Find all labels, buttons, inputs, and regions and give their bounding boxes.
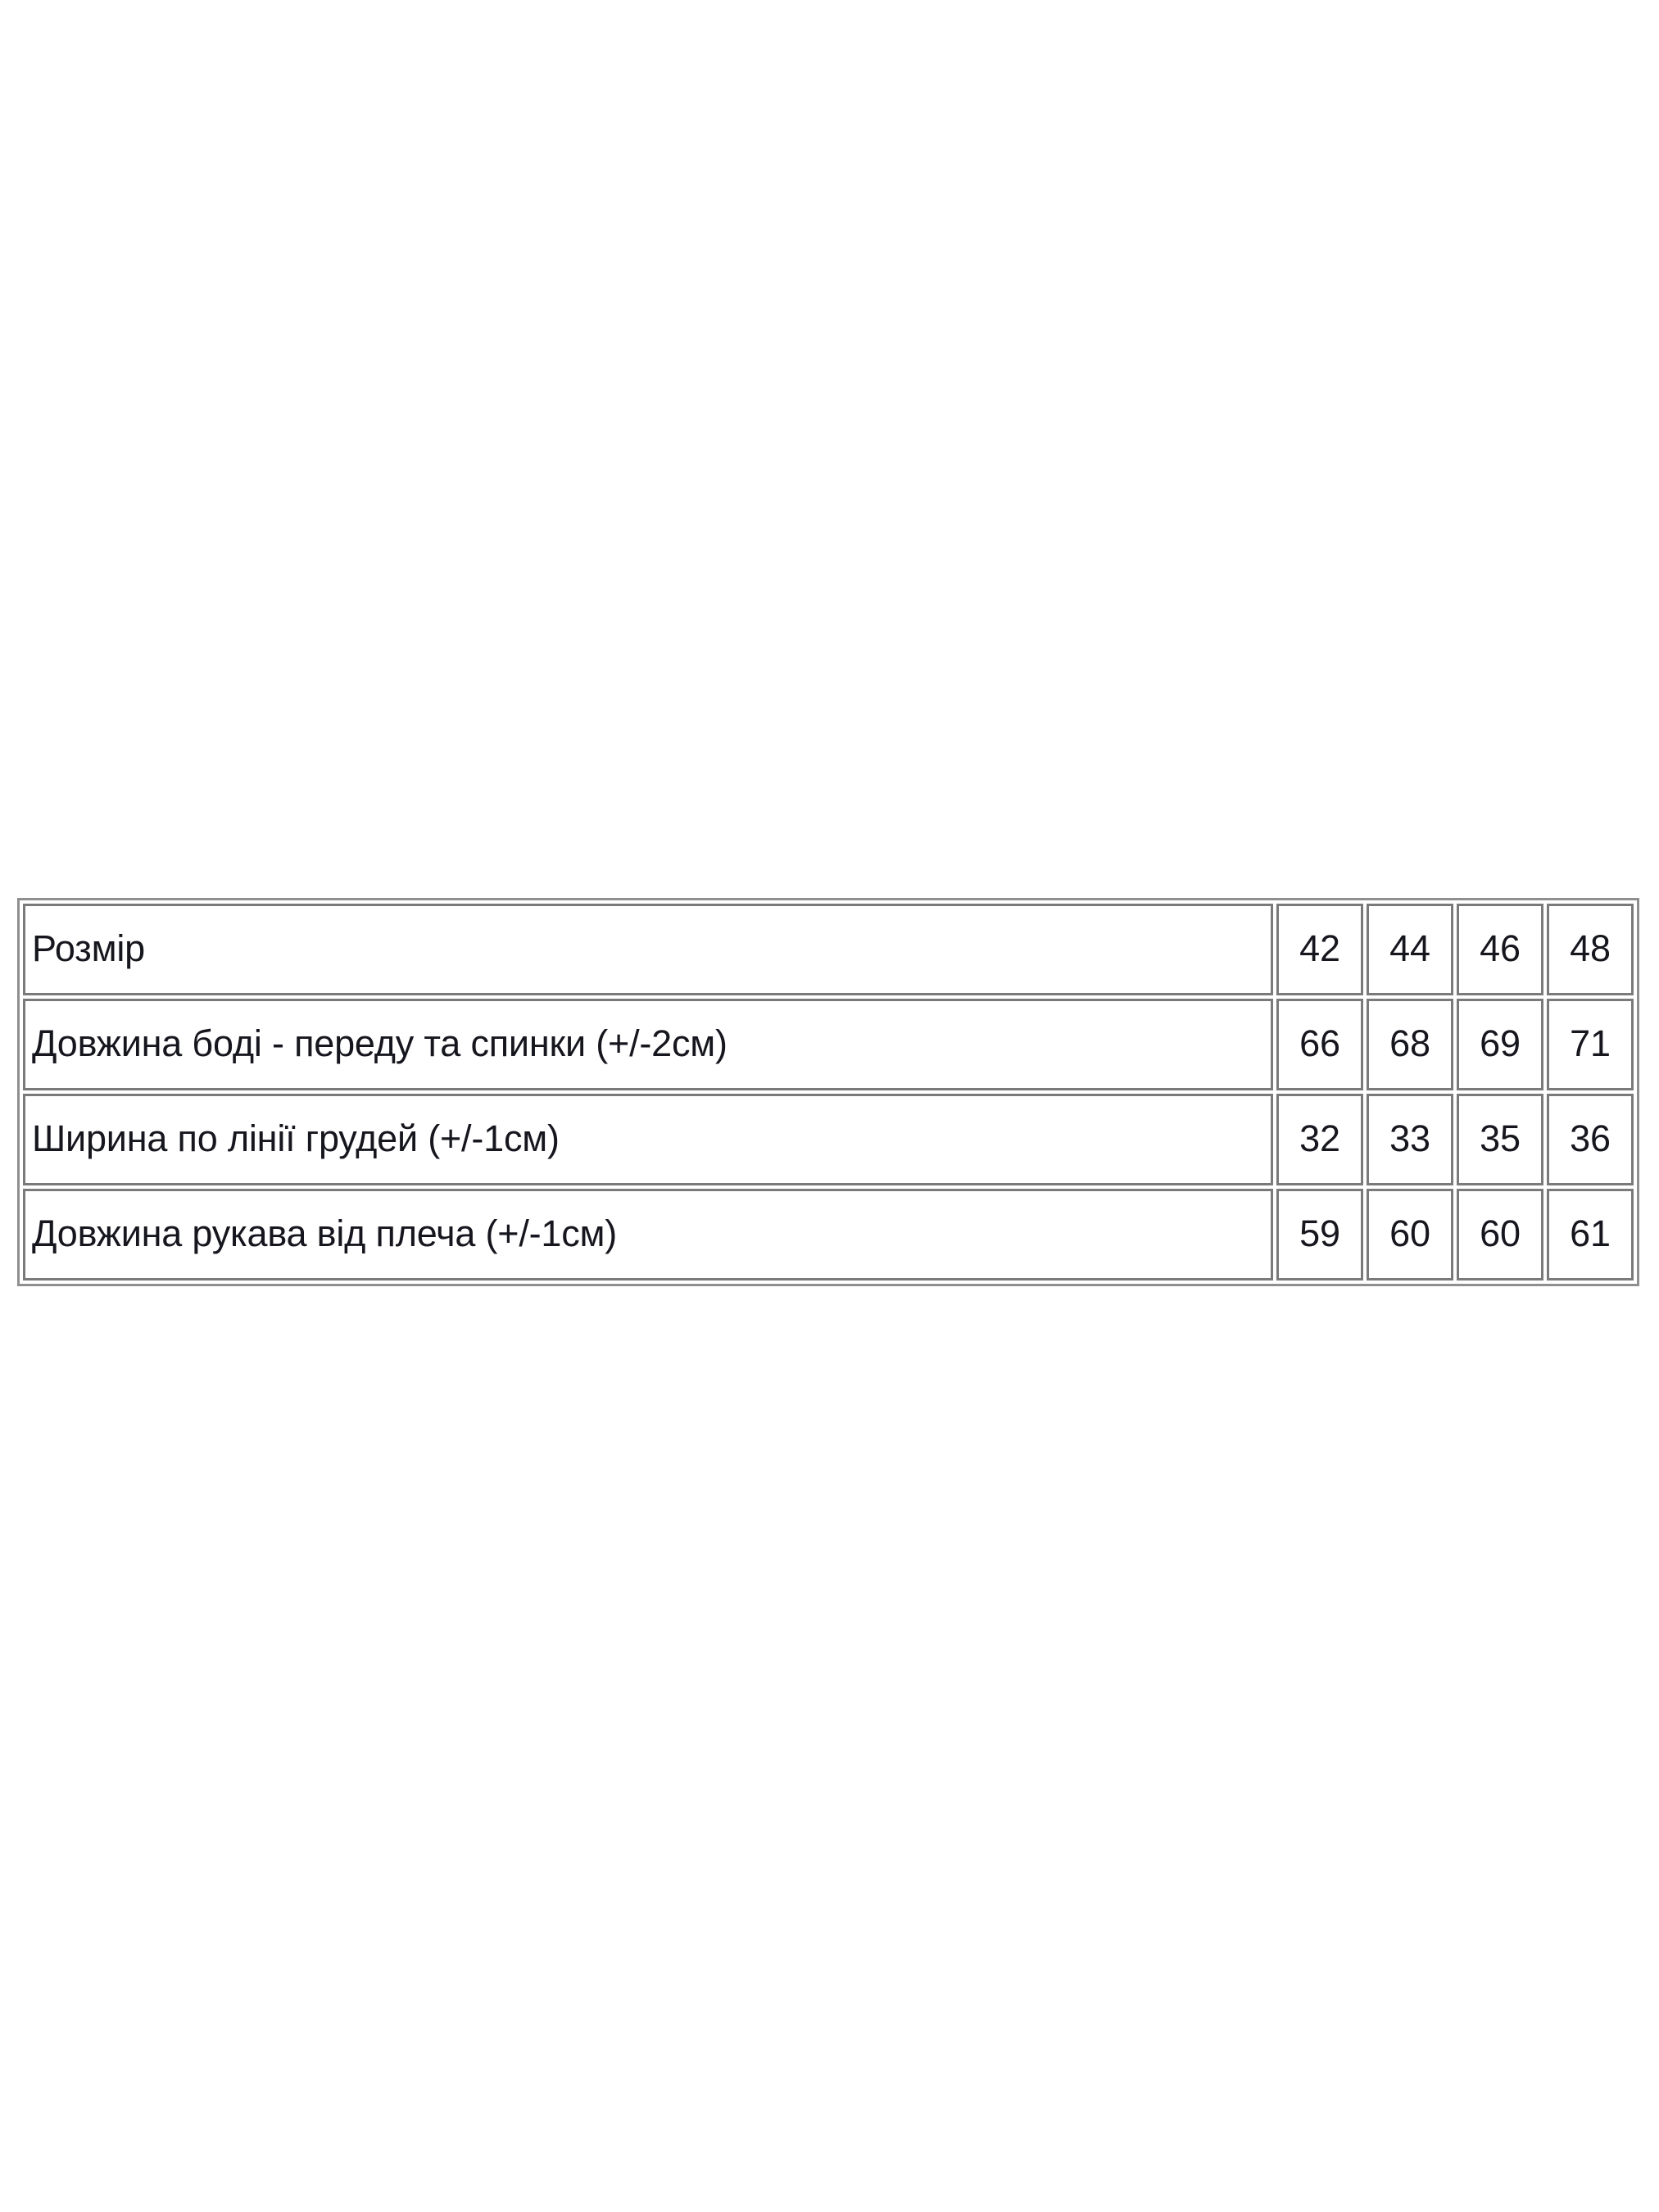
size-chart-table: Розмір 42 44 46 48 Довжина боді - переду… [17, 898, 1639, 1286]
measurement-value-body-length-46: 69 [1457, 999, 1543, 1090]
measurement-value-chest-width-44: 33 [1367, 1094, 1453, 1185]
measurement-value-sleeve-length-42: 59 [1276, 1189, 1363, 1281]
size-chart-container: Розмір 42 44 46 48 Довжина боді - переду… [17, 898, 1639, 1286]
measurement-value-chest-width-48: 36 [1547, 1094, 1634, 1185]
measurement-value-chest-width-42: 32 [1276, 1094, 1363, 1185]
measurement-value-body-length-44: 68 [1367, 999, 1453, 1090]
measurement-value-sleeve-length-44: 60 [1367, 1189, 1453, 1281]
size-chart-label-header: Розмір [23, 904, 1273, 995]
measurement-value-sleeve-length-48: 61 [1547, 1189, 1634, 1281]
measurement-value-chest-width-46: 35 [1457, 1094, 1543, 1185]
size-header-48: 48 [1547, 904, 1634, 995]
measurement-label-body-length: Довжина боді - переду та спинки (+/-2см) [23, 999, 1273, 1090]
table-row: Довжина рукава від плеча (+/-1см) 59 60 … [23, 1189, 1634, 1281]
table-row: Ширина по лінії грудей (+/-1см) 32 33 35… [23, 1094, 1634, 1185]
size-header-42: 42 [1276, 904, 1363, 995]
measurement-value-body-length-42: 66 [1276, 999, 1363, 1090]
measurement-label-sleeve-length: Довжина рукава від плеча (+/-1см) [23, 1189, 1273, 1281]
measurement-value-sleeve-length-46: 60 [1457, 1189, 1543, 1281]
measurement-value-body-length-48: 71 [1547, 999, 1634, 1090]
size-chart-body: Розмір 42 44 46 48 Довжина боді - переду… [23, 904, 1634, 1281]
measurement-label-chest-width: Ширина по лінії грудей (+/-1см) [23, 1094, 1273, 1185]
size-header-44: 44 [1367, 904, 1453, 995]
size-header-46: 46 [1457, 904, 1543, 995]
table-row-header: Розмір 42 44 46 48 [23, 904, 1634, 995]
table-row: Довжина боді - переду та спинки (+/-2см)… [23, 999, 1634, 1090]
